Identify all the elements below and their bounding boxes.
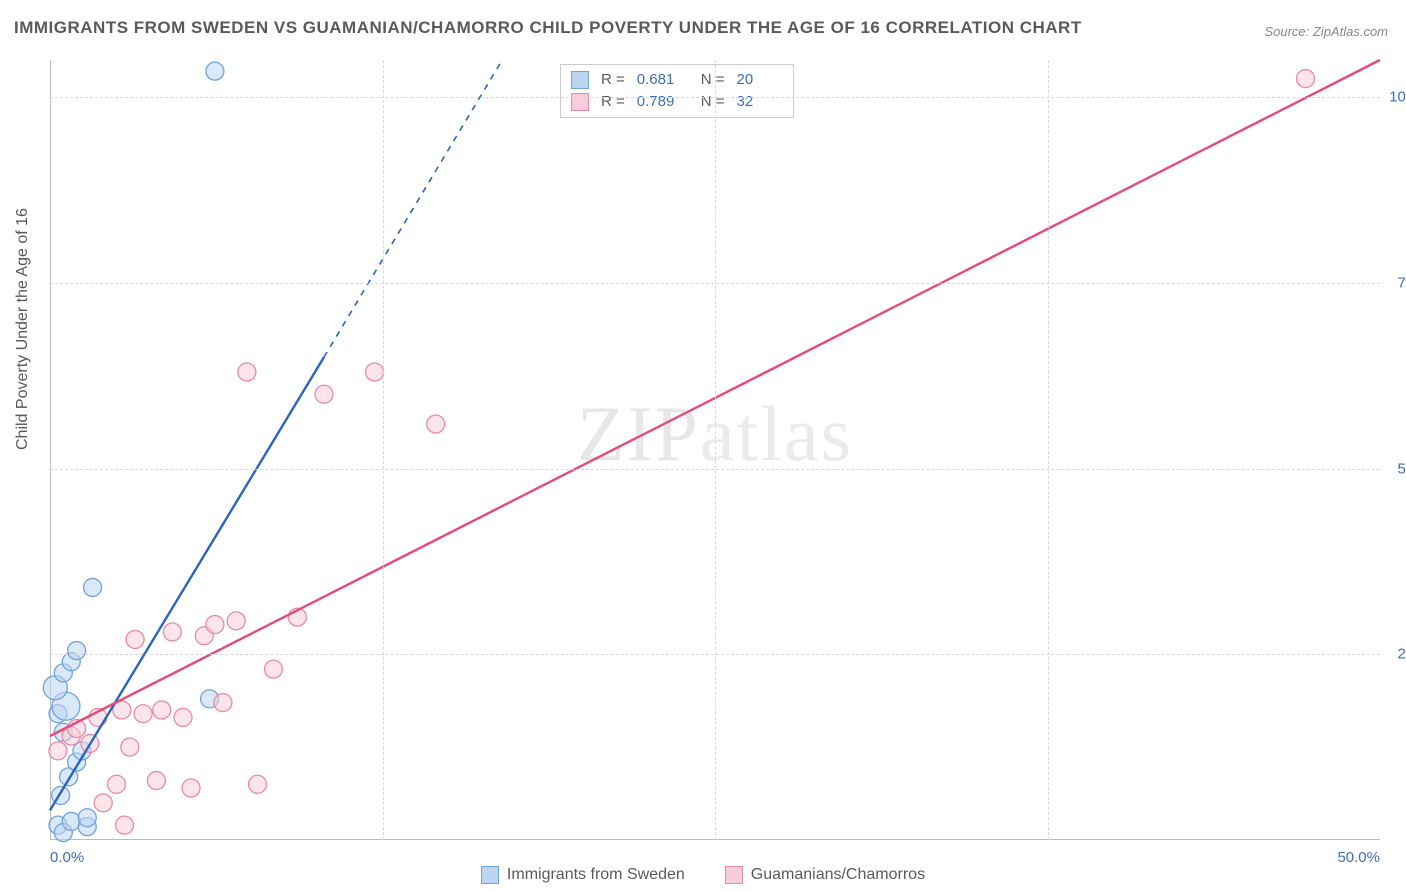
correlation-legend: R = 0.681 N = 20 R = 0.789 N = 32	[560, 64, 794, 118]
data-point-guam	[206, 616, 224, 634]
legend-n-label: N =	[701, 91, 725, 113]
data-point-sweden	[206, 62, 224, 80]
y-tick-label: 25.0%	[1385, 646, 1406, 663]
swatch-guam	[725, 866, 743, 884]
data-point-guam	[1297, 70, 1315, 88]
y-axis-label: Child Poverty Under the Age of 16	[14, 208, 32, 450]
legend-r-value-guam: 0.789	[637, 91, 683, 113]
data-point-guam	[238, 363, 256, 381]
data-point-guam	[174, 708, 192, 726]
grid-line-v	[1048, 60, 1049, 840]
legend-label-sweden: Immigrants from Sweden	[507, 866, 685, 884]
legend-n-value-guam: 32	[737, 91, 783, 113]
legend-item-sweden: Immigrants from Sweden	[481, 866, 685, 884]
data-point-guam	[153, 701, 171, 719]
regression-extrapolation-sweden	[324, 60, 502, 357]
data-point-guam	[115, 816, 133, 834]
data-point-guam	[427, 415, 445, 433]
grid-line-v	[383, 60, 384, 840]
data-point-guam	[366, 363, 384, 381]
data-point-guam	[94, 794, 112, 812]
legend-row-sweden: R = 0.681 N = 20	[571, 69, 783, 91]
chart-title: IMMIGRANTS FROM SWEDEN VS GUAMANIAN/CHAM…	[14, 18, 1082, 38]
data-point-guam	[49, 742, 67, 760]
legend-item-guam: Guamanians/Chamorros	[725, 866, 925, 884]
legend-n-label: N =	[701, 69, 725, 91]
x-tick-label: 0.0%	[50, 849, 84, 866]
data-point-sweden	[62, 812, 80, 830]
legend-row-guam: R = 0.789 N = 32	[571, 91, 783, 113]
plot-area: R = 0.681 N = 20 R = 0.789 N = 32 ZIPatl…	[50, 60, 1380, 840]
data-point-guam	[126, 630, 144, 648]
data-point-guam	[264, 660, 282, 678]
data-point-sweden	[68, 642, 86, 660]
data-point-guam	[214, 694, 232, 712]
legend-label-guam: Guamanians/Chamorros	[751, 866, 925, 884]
data-point-guam	[182, 779, 200, 797]
y-tick-label: 100.0%	[1385, 89, 1406, 106]
data-point-guam	[315, 385, 333, 403]
legend-r-label: R =	[601, 69, 625, 91]
data-point-guam	[248, 775, 266, 793]
swatch-sweden	[481, 866, 499, 884]
y-tick-label: 50.0%	[1385, 460, 1406, 477]
grid-line-v	[715, 60, 716, 840]
source-credit: Source: ZipAtlas.com	[1264, 24, 1388, 39]
legend-r-value-sweden: 0.681	[637, 69, 683, 91]
data-point-guam	[227, 612, 245, 630]
data-point-guam	[134, 705, 152, 723]
data-point-guam	[147, 772, 165, 790]
data-point-sweden	[84, 578, 102, 596]
legend-n-value-sweden: 20	[737, 69, 783, 91]
data-point-guam	[108, 775, 126, 793]
data-point-sweden	[78, 809, 96, 827]
x-tick-label: 50.0%	[1337, 849, 1380, 866]
series-legend: Immigrants from Sweden Guamanians/Chamor…	[0, 866, 1406, 884]
data-point-guam	[163, 623, 181, 641]
swatch-guam	[571, 93, 589, 111]
data-point-guam	[121, 738, 139, 756]
legend-r-label: R =	[601, 91, 625, 113]
swatch-sweden	[571, 71, 589, 89]
y-tick-label: 75.0%	[1385, 274, 1406, 291]
